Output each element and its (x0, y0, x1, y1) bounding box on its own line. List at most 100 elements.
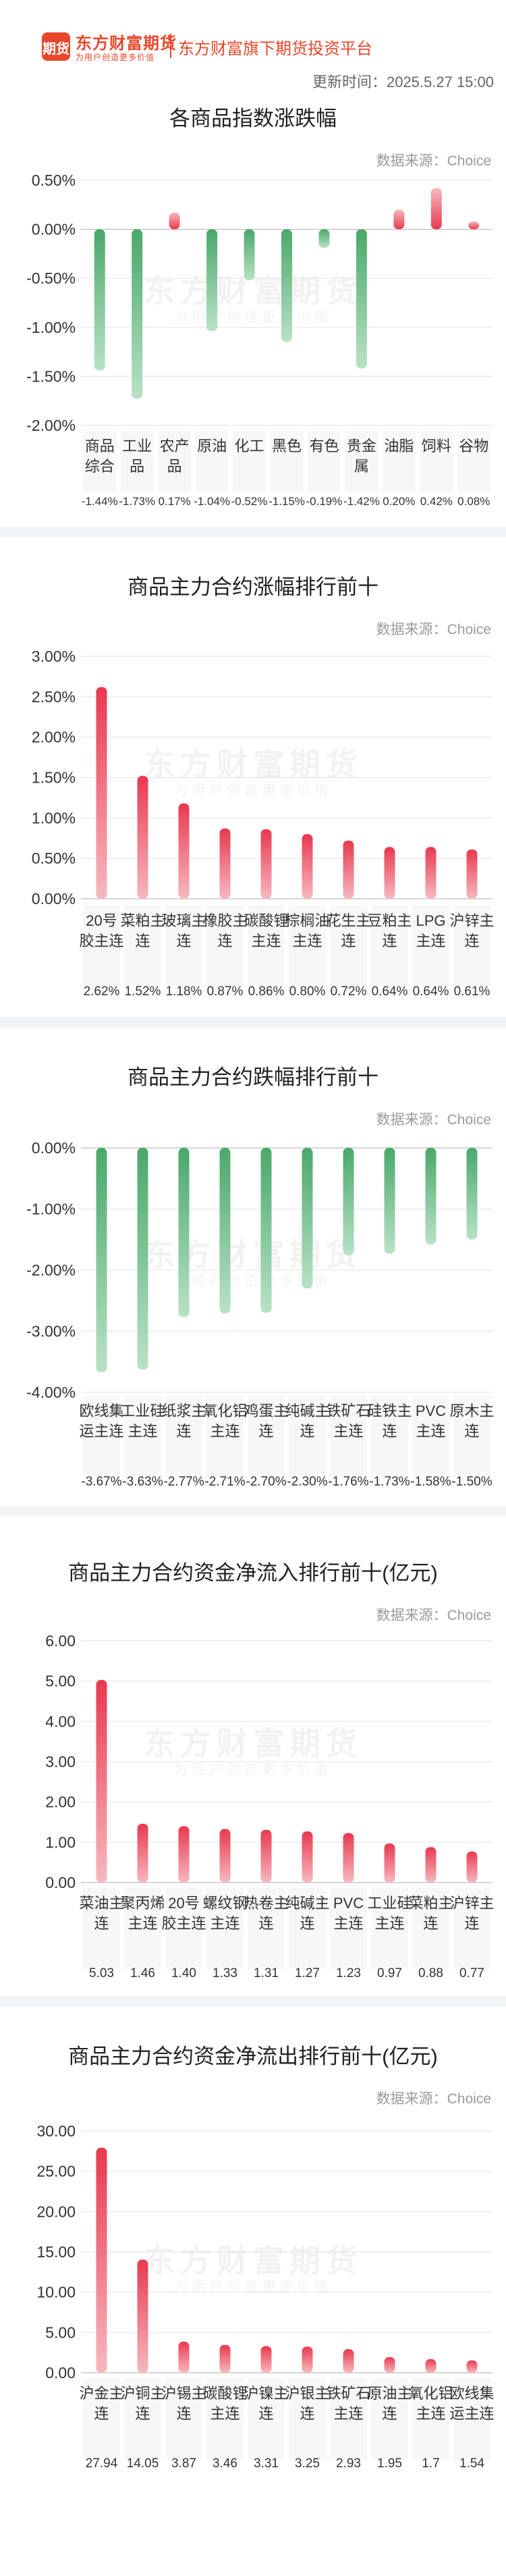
value-label: 1.52% (125, 984, 161, 999)
category-label: 连 (341, 932, 356, 949)
data-source: 数据来源：Choice (376, 1608, 491, 1623)
chart-title: 商品主力合约涨幅排行前十 (128, 575, 378, 599)
category-label-box (206, 2378, 244, 2459)
category-label: 纸浆主 (161, 1402, 206, 1419)
category-label: 油脂 (384, 438, 414, 454)
category-label: 贵金 (347, 438, 376, 454)
category-label-box (289, 1888, 326, 1969)
category-label: 原油 (197, 438, 227, 454)
category-label: 谷物 (459, 438, 488, 454)
value-label: 1.46 (130, 1966, 155, 1980)
category-label-box (382, 431, 416, 492)
section-net-outflow: 东方财富期货 为用户创造更多价值 商品主力合约资金净流出排行前十(亿元) 数据来… (0, 2007, 506, 2576)
category-label-box (330, 905, 367, 987)
bar-商品综合 (94, 229, 105, 371)
category-label: 碳酸锂 (244, 912, 288, 929)
category-label: 沪镍主 (244, 2385, 288, 2402)
category-label-box (206, 1888, 244, 1969)
value-label: 14.05 (127, 2456, 159, 2471)
category-label: 连 (464, 1423, 479, 1440)
y-tick-label: 0.00 (45, 2364, 76, 2382)
category-label: 连 (217, 932, 232, 949)
category-label: 欧线集 (449, 2385, 494, 2402)
bar-菜粕主连 (425, 1847, 437, 1883)
category-label-box (330, 1396, 367, 1477)
category-label: LPG (416, 912, 445, 929)
y-tick-label: 10.00 (36, 2284, 76, 2301)
value-label: 1.7 (422, 2456, 439, 2471)
bar-豆粕主连 (384, 847, 395, 899)
category-label-box (371, 1396, 408, 1477)
value-label: 1.18% (166, 984, 202, 999)
bar-谷物 (468, 221, 480, 230)
y-tick-label: 4.00 (45, 1712, 76, 1730)
value-label: 1.27 (295, 1966, 320, 1980)
y-tick-label: 1.50% (32, 769, 76, 787)
category-label: 主连 (374, 1915, 404, 1932)
category-label: 工业 (122, 438, 152, 454)
value-label: 0.97 (377, 1966, 402, 1980)
y-tick-label: -2.00% (26, 1261, 76, 1279)
category-label-box (248, 905, 285, 987)
data-source: 数据来源：Choice (376, 1112, 491, 1128)
category-label: 碳酸锂 (202, 2385, 247, 2402)
update-time: 更新时间：2025.5.27 15:00 (312, 74, 494, 90)
section-separator (0, 527, 506, 537)
bar-纸浆主连 (178, 1148, 190, 1317)
chart-top-gainers: 3.00% 2.50% 2.00% 1.50% 1.00% 0.50% 0.00% 20号胶主… (32, 648, 495, 999)
section-separator (0, 1506, 506, 1517)
category-label-box (420, 431, 453, 492)
y-tick-label: 1.00 (45, 1833, 76, 1851)
category-label: 主连 (333, 1423, 363, 1440)
value-label: 0.77 (459, 1966, 484, 1980)
y-tick-label: 30.00 (36, 2122, 76, 2140)
category-label: 连 (258, 1915, 273, 1932)
y-tick-label: 15.00 (36, 2243, 76, 2261)
bar-LPG主连 (425, 847, 437, 899)
watermark-sub: 为用户创造更多价值 (174, 1762, 332, 1777)
watermark-sub: 为用户创造更多价值 (174, 2280, 332, 2294)
category-label: PVC (416, 1402, 446, 1419)
category-label: 运主连 (79, 1423, 123, 1440)
category-label: 铁矿石 (326, 2385, 370, 2402)
category-label-box (248, 2378, 285, 2459)
category-label-box (453, 2378, 490, 2459)
category-label-box (83, 2378, 120, 2459)
bar-聚丙烯主连 (137, 1823, 148, 1883)
platform-name: 东方财富旗下期货投资平台 (178, 40, 372, 58)
bar-沪锌主连 (466, 1851, 478, 1883)
category-label: 沪锡主 (161, 2385, 206, 2402)
category-label: 花生主 (326, 912, 370, 929)
category-label: 热卷主 (244, 1895, 288, 1912)
bar-农产品 (169, 212, 180, 230)
value-label: -1.50% (451, 1475, 492, 1489)
category-label: 连 (464, 932, 479, 949)
category-label: 品 (167, 458, 182, 475)
value-label: -0.52% (231, 495, 268, 508)
category-label: 主连 (128, 1423, 157, 1440)
value-label: -2.77% (163, 1475, 204, 1489)
category-label-box (371, 2378, 408, 2459)
category-label-box (195, 431, 229, 492)
category-label-box (83, 1396, 120, 1477)
category-label: 属 (354, 458, 369, 475)
y-tick-label: 0.00% (32, 890, 76, 908)
value-label: 0.88 (418, 1966, 443, 1980)
category-label: 鸡蛋主 (244, 1402, 288, 1419)
category-label-box (289, 1396, 326, 1477)
category-label-box (83, 431, 117, 492)
category-label: 沪铜主 (120, 2385, 165, 2402)
category-label: 连 (423, 1915, 438, 1932)
watermark-sub: 为用户创造更多价值 (174, 1273, 332, 1288)
bar-PVC主连 (425, 1148, 437, 1244)
category-label: 运主连 (449, 2405, 494, 2422)
category-label: 氧化铝 (202, 1402, 247, 1419)
y-tick-label: 5.00 (45, 2323, 76, 2341)
bar-20号胶主连 (178, 1826, 190, 1883)
value-label: 0.64% (372, 984, 408, 999)
category-label: 氧化铝 (408, 2385, 453, 2402)
category-label: 纯碱主 (285, 1402, 329, 1419)
value-label: -1.44% (82, 495, 118, 508)
